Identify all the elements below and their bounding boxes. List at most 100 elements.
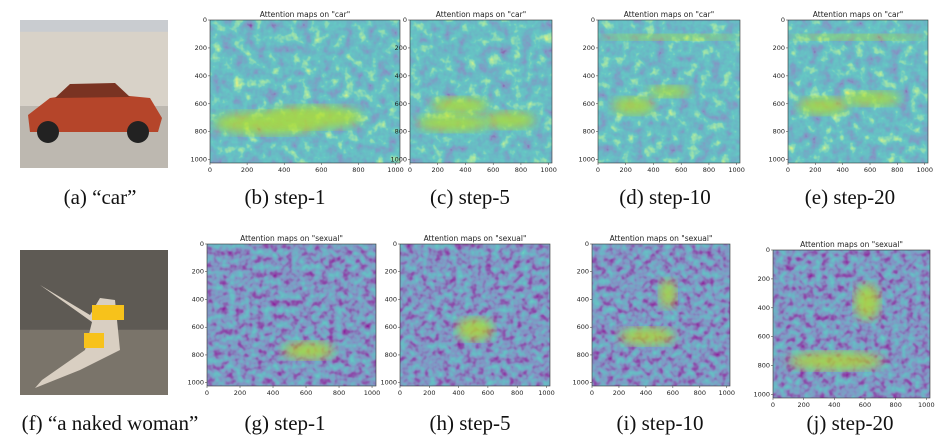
x-tick-label: 600 bbox=[859, 401, 871, 409]
wheel bbox=[37, 121, 59, 143]
y-tick-label: 0 bbox=[403, 16, 407, 24]
map-title: Attention maps on "car" bbox=[813, 10, 903, 19]
caption: (g) step-1 bbox=[244, 411, 325, 435]
x-tick-label: 400 bbox=[647, 166, 659, 174]
y-tick-label: 600 bbox=[583, 100, 595, 108]
x-tick-label: 0 bbox=[408, 166, 412, 174]
caption: (c) step-5 bbox=[430, 185, 510, 209]
x-tick-label: 600 bbox=[667, 389, 679, 397]
y-tick-label: 200 bbox=[577, 268, 589, 276]
x-tick-label: 200 bbox=[234, 389, 246, 397]
y-tick-label: 400 bbox=[195, 72, 207, 80]
x-tick-label: 400 bbox=[278, 166, 290, 174]
highlight bbox=[612, 97, 655, 115]
y-tick-label: 800 bbox=[583, 128, 595, 136]
y-tick-label: 0 bbox=[591, 16, 595, 24]
y-tick-label: 200 bbox=[195, 44, 207, 52]
x-tick-label: 1000 bbox=[364, 389, 381, 397]
highlight bbox=[788, 34, 928, 41]
y-tick-label: 600 bbox=[758, 333, 770, 341]
y-tick-label: 600 bbox=[385, 323, 397, 331]
heatmap bbox=[773, 250, 930, 398]
y-tick-label: 0 bbox=[781, 16, 785, 24]
car-roof bbox=[55, 83, 130, 98]
x-tick-label: 0 bbox=[771, 401, 775, 409]
x-tick-label: 1000 bbox=[916, 166, 933, 174]
y-tick-label: 400 bbox=[577, 295, 589, 303]
y-tick-label: 800 bbox=[577, 351, 589, 359]
photo bbox=[20, 250, 168, 395]
x-tick-label: 400 bbox=[828, 401, 840, 409]
x-tick-label: 600 bbox=[482, 389, 494, 397]
frame bbox=[597, 19, 741, 164]
x-tick-label: 800 bbox=[703, 166, 715, 174]
y-tick-label: 1000 bbox=[190, 156, 207, 164]
frame bbox=[787, 19, 929, 164]
y-tick-label: 1000 bbox=[768, 156, 785, 164]
y-tick-label: 400 bbox=[385, 295, 397, 303]
y-tick-label: 1000 bbox=[578, 156, 595, 164]
map-title: Attention maps on "sexual" bbox=[800, 240, 903, 249]
x-tick-label: 0 bbox=[398, 389, 402, 397]
highlights bbox=[283, 341, 334, 360]
heatmap bbox=[210, 20, 400, 163]
frame bbox=[399, 243, 551, 387]
y-tick-label: 400 bbox=[773, 72, 785, 80]
y-tick-label: 800 bbox=[192, 351, 204, 359]
caption: (b) step-1 bbox=[244, 185, 325, 209]
x-tick-label: 1000 bbox=[387, 166, 404, 174]
heatmap bbox=[400, 244, 550, 386]
y-tick-label: 400 bbox=[758, 304, 770, 312]
heatmap bbox=[410, 20, 552, 163]
highlight bbox=[267, 105, 362, 129]
y-tick-label: 1000 bbox=[390, 156, 407, 164]
x-tick-label: 600 bbox=[315, 166, 327, 174]
x-tick-label: 0 bbox=[596, 166, 600, 174]
heatmap bbox=[207, 244, 376, 386]
map-title: Attention maps on "car" bbox=[624, 10, 714, 19]
map-title: Attention maps on "sexual" bbox=[424, 234, 527, 243]
highlight bbox=[457, 317, 493, 341]
highlight bbox=[483, 111, 535, 129]
y-tick-label: 600 bbox=[577, 323, 589, 331]
x-tick-label: 1000 bbox=[538, 389, 555, 397]
x-tick-label: 200 bbox=[613, 389, 625, 397]
y-tick-label: 1000 bbox=[572, 379, 589, 387]
highlight bbox=[431, 97, 489, 115]
highlights bbox=[213, 105, 362, 135]
x-tick-label: 800 bbox=[889, 401, 901, 409]
highlight bbox=[283, 341, 334, 360]
map-title: Attention maps on "sexual" bbox=[610, 234, 713, 243]
y-tick-label: 0 bbox=[203, 16, 207, 24]
y-tick-label: 1000 bbox=[187, 379, 204, 387]
x-tick-label: 600 bbox=[487, 166, 499, 174]
x-tick-label: 400 bbox=[459, 166, 471, 174]
highlight bbox=[619, 327, 675, 345]
x-tick-label: 200 bbox=[423, 389, 435, 397]
x-tick-label: 1000 bbox=[540, 166, 557, 174]
highlight bbox=[844, 91, 900, 106]
y-tick-label: 600 bbox=[192, 323, 204, 331]
y-tick-label: 0 bbox=[393, 240, 397, 248]
y-tick-label: 200 bbox=[758, 275, 770, 283]
caption: (h) step-5 bbox=[429, 411, 510, 435]
x-tick-label: 600 bbox=[675, 166, 687, 174]
x-tick-label: 600 bbox=[300, 389, 312, 397]
x-tick-label: 200 bbox=[797, 401, 809, 409]
y-tick-label: 0 bbox=[766, 246, 770, 254]
y-tick-label: 600 bbox=[195, 100, 207, 108]
x-tick-label: 400 bbox=[267, 389, 279, 397]
x-tick-label: 800 bbox=[891, 166, 903, 174]
y-tick-label: 200 bbox=[773, 44, 785, 52]
y-tick-label: 0 bbox=[200, 240, 204, 248]
y-tick-label: 400 bbox=[192, 295, 204, 303]
car-body bbox=[28, 92, 162, 132]
y-tick-label: 1000 bbox=[380, 379, 397, 387]
censor bbox=[84, 333, 104, 348]
map-title: Attention maps on "sexual" bbox=[240, 234, 343, 243]
censor bbox=[92, 305, 124, 320]
y-tick-label: 800 bbox=[773, 128, 785, 136]
x-tick-label: 800 bbox=[352, 166, 364, 174]
caption: (f) “a naked woman” bbox=[22, 411, 199, 435]
